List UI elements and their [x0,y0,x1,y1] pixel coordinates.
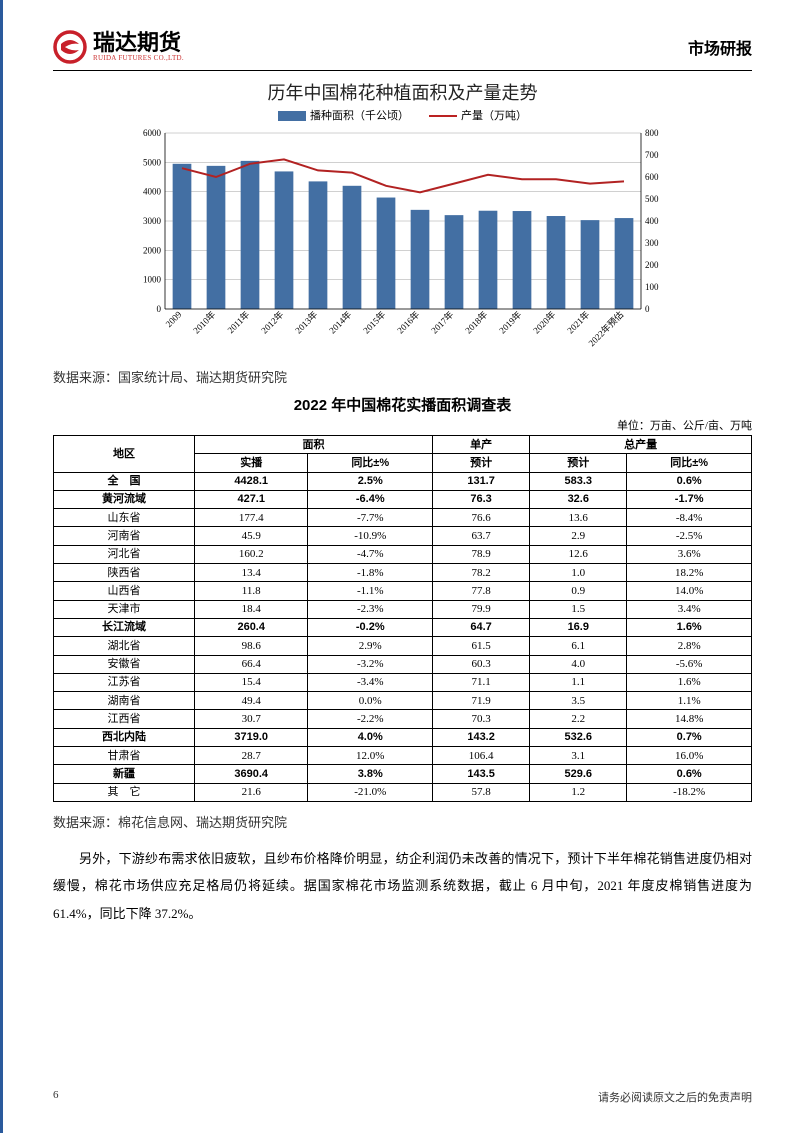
legend-line: 产量（万吨） [429,107,527,123]
table-row: 黄河流域427.1-6.4%76.332.6-1.7% [54,490,752,508]
table-row: 西北内陆3719.04.0%143.2532.60.7% [54,728,752,746]
svg-text:500: 500 [645,194,659,204]
svg-text:4000: 4000 [143,187,162,197]
table-row: 山西省11.8-1.1%77.80.914.0% [54,582,752,600]
survey-table: 地区面积单产总产量实播同比±%预计预计同比±%全 国4428.12.5%131.… [53,435,752,802]
logo: 瑞达期货 RUIDA FUTURES CO.,LTD. [53,30,184,64]
table-row: 湖北省98.62.9%61.56.12.8% [54,637,752,655]
svg-text:600: 600 [645,172,659,182]
svg-text:2018年: 2018年 [462,309,489,336]
table-row: 江苏省15.4-3.4%71.11.11.6% [54,673,752,691]
table-row: 新疆3690.43.8%143.5529.60.6% [54,765,752,783]
svg-text:400: 400 [645,216,659,226]
svg-text:300: 300 [645,238,659,248]
svg-text:1000: 1000 [143,275,162,285]
bar-line-chart: 0 1000 2000 3000 4000 5000 6000 0 100 200 300 400 50… [123,127,683,357]
svg-text:700: 700 [645,150,659,160]
svg-text:2022年预估: 2022年预估 [585,309,625,349]
logo-text-en: RUIDA FUTURES CO.,LTD. [93,54,184,62]
table-row: 河北省160.2-4.7%78.912.63.6% [54,545,752,563]
table-title: 2022 年中国棉花实播面积调查表 [53,394,752,415]
svg-text:2016年: 2016年 [394,309,421,336]
svg-text:2010年: 2010年 [190,309,217,336]
chart-legend: 播种面积（千公顷） 产量（万吨） [53,107,752,123]
svg-text:2013年: 2013年 [292,309,319,336]
table-row: 安徽省66.4-3.2%60.34.0-5.6% [54,655,752,673]
table-row: 甘肃省28.712.0%106.43.116.0% [54,747,752,765]
body-paragraph: 另外，下游纱布需求依旧疲软，且纱布价格降价明显，纺企利润仍未改善的情况下，预计下… [53,845,752,927]
page-header: 瑞达期货 RUIDA FUTURES CO.,LTD. 市场研报 [53,30,752,71]
report-type: 市场研报 [688,35,752,59]
table-row: 天津市18.4-2.3%79.91.53.4% [54,600,752,618]
svg-text:2015年: 2015年 [360,309,387,336]
table-row: 长江流域260.4-0.2%64.716.91.6% [54,618,752,636]
svg-text:2014年: 2014年 [326,309,353,336]
table-row: 江西省30.7-2.2%70.32.214.8% [54,710,752,728]
svg-text:2017年: 2017年 [428,309,455,336]
table-row: 河南省45.9-10.9%63.72.9-2.5% [54,527,752,545]
svg-text:5000: 5000 [143,157,162,167]
logo-text-cn: 瑞达期货 [93,32,184,54]
svg-text:2009: 2009 [163,309,183,329]
page-number: 6 [53,1089,59,1105]
svg-text:2000: 2000 [143,245,162,255]
svg-text:3000: 3000 [143,216,162,226]
chart-title: 历年中国棉花种植面积及产量走势 [53,79,752,105]
svg-text:800: 800 [645,128,659,138]
table-source: 数据来源：棉花信息网、瑞达期货研究院 [53,812,752,831]
svg-text:2019年: 2019年 [496,309,523,336]
table-row: 山东省177.4-7.7%76.613.6-8.4% [54,509,752,527]
table-row: 陕西省13.4-1.8%78.21.018.2% [54,564,752,582]
svg-text:2012年: 2012年 [258,309,285,336]
svg-text:2021年: 2021年 [564,309,591,336]
page-footer: 6 请务必阅读原文之后的免责声明 [53,1089,752,1105]
table-row: 全 国4428.12.5%131.7583.30.6% [54,472,752,490]
legend-bar: 播种面积（千公顷） [278,107,409,123]
svg-text:100: 100 [645,282,659,292]
svg-text:0: 0 [156,304,161,314]
svg-text:2011年: 2011年 [224,309,251,336]
logo-swirl-icon [53,30,87,64]
svg-text:6000: 6000 [143,128,162,138]
disclaimer: 请务必阅读原文之后的免责声明 [598,1089,752,1105]
svg-text:200: 200 [645,260,659,270]
chart-section: 历年中国棉花种植面积及产量走势 播种面积（千公顷） 产量（万吨） 0100020… [53,79,752,357]
table-unit: 单位：万亩、公斤/亩、万吨 [53,417,752,433]
chart-source: 数据来源：国家统计局、瑞达期货研究院 [53,367,752,386]
svg-text:2020年: 2020年 [530,309,557,336]
table-row: 湖南省49.40.0%71.93.51.1% [54,692,752,710]
table-row: 其 它21.6-21.0%57.81.2-18.2% [54,783,752,801]
svg-text:0: 0 [645,304,650,314]
